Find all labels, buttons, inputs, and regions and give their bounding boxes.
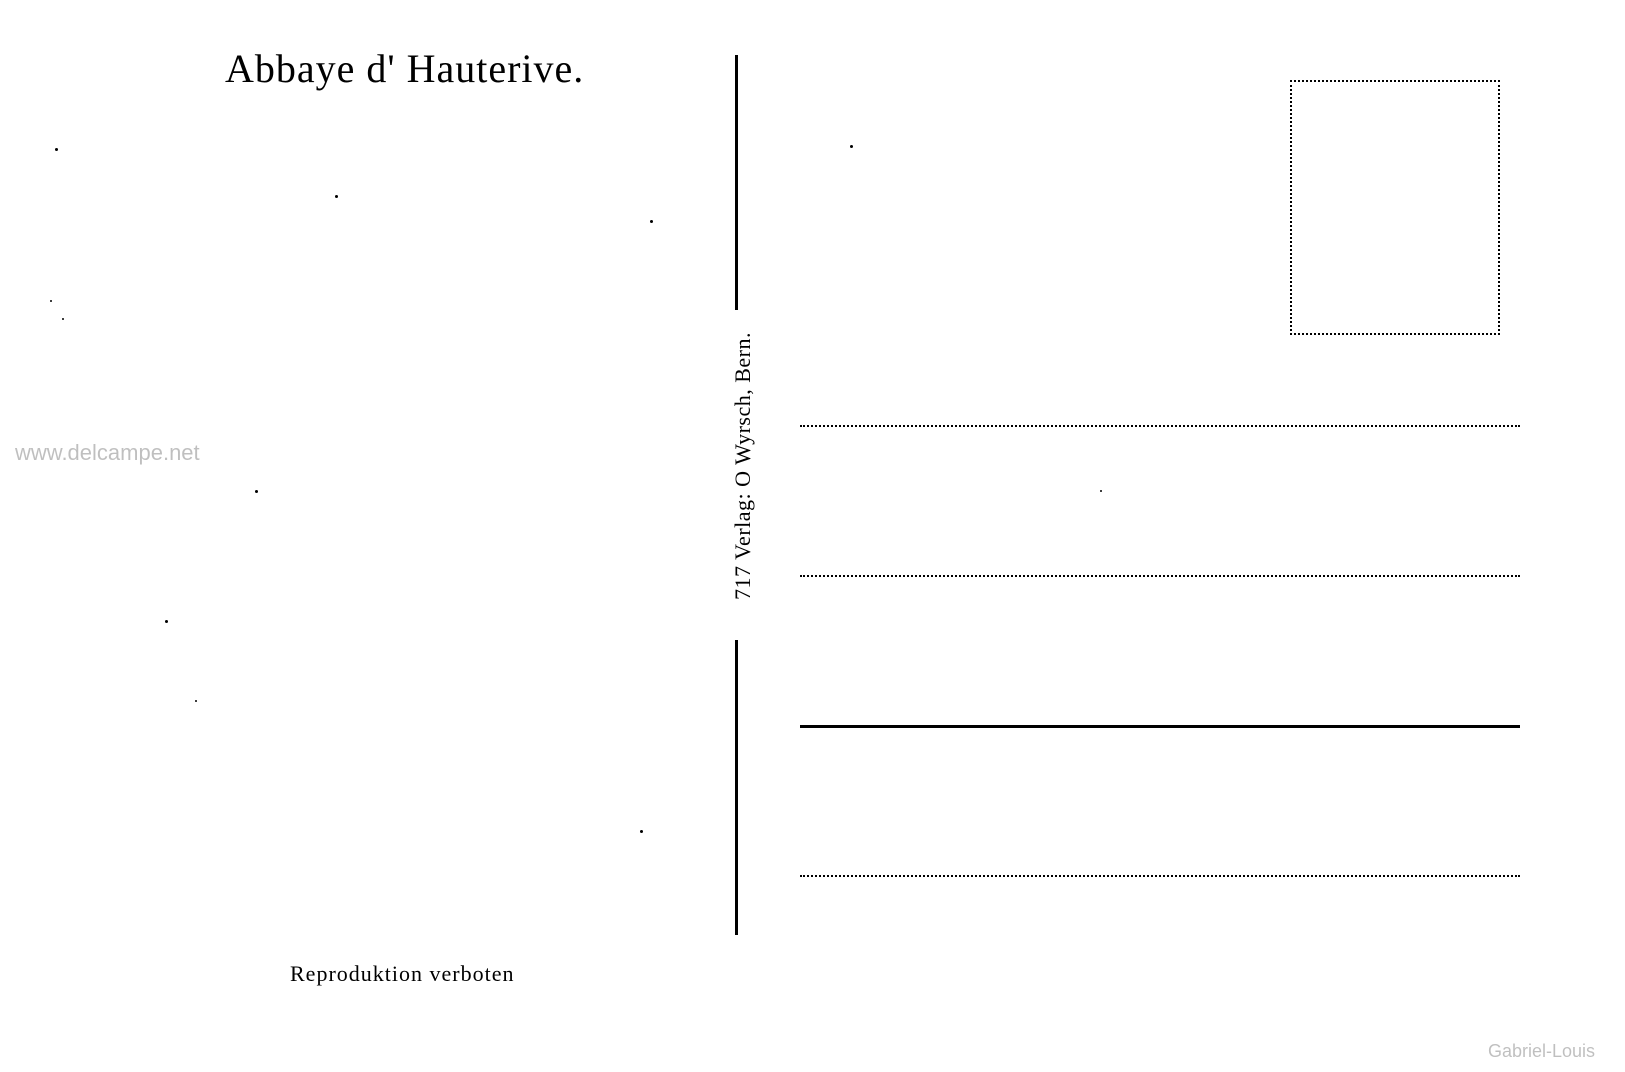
scan-artifact [850, 145, 853, 148]
scan-artifact [1100, 490, 1102, 492]
publisher-imprint: 717 Verlag: O Wyrsch, Bern. [730, 332, 756, 600]
reproduction-notice: Reproduktion verboten [290, 961, 514, 987]
scan-artifact [55, 148, 58, 151]
center-divider-top [735, 55, 738, 310]
scan-artifact [650, 220, 653, 223]
center-divider-bottom [735, 640, 738, 935]
postcard-title: Abbaye d' Hauterive. [225, 45, 584, 92]
postcard-back: Abbaye d' Hauterive. 717 Verlag: O Wyrsc… [0, 0, 1625, 1072]
scan-artifact [62, 318, 64, 320]
address-line-1 [800, 425, 1520, 427]
scan-artifact [255, 490, 258, 493]
scan-artifact [335, 195, 338, 198]
address-line-2 [800, 575, 1520, 577]
scan-artifact [195, 700, 197, 702]
scan-artifact [50, 300, 52, 302]
address-line-3 [800, 725, 1520, 728]
credit-text: Gabriel-Louis [1488, 1041, 1595, 1062]
scan-artifact [165, 620, 168, 623]
scan-artifact [640, 830, 643, 833]
stamp-placeholder [1290, 80, 1500, 335]
address-line-4 [800, 875, 1520, 877]
watermark-text: www.delcampe.net [15, 440, 200, 466]
